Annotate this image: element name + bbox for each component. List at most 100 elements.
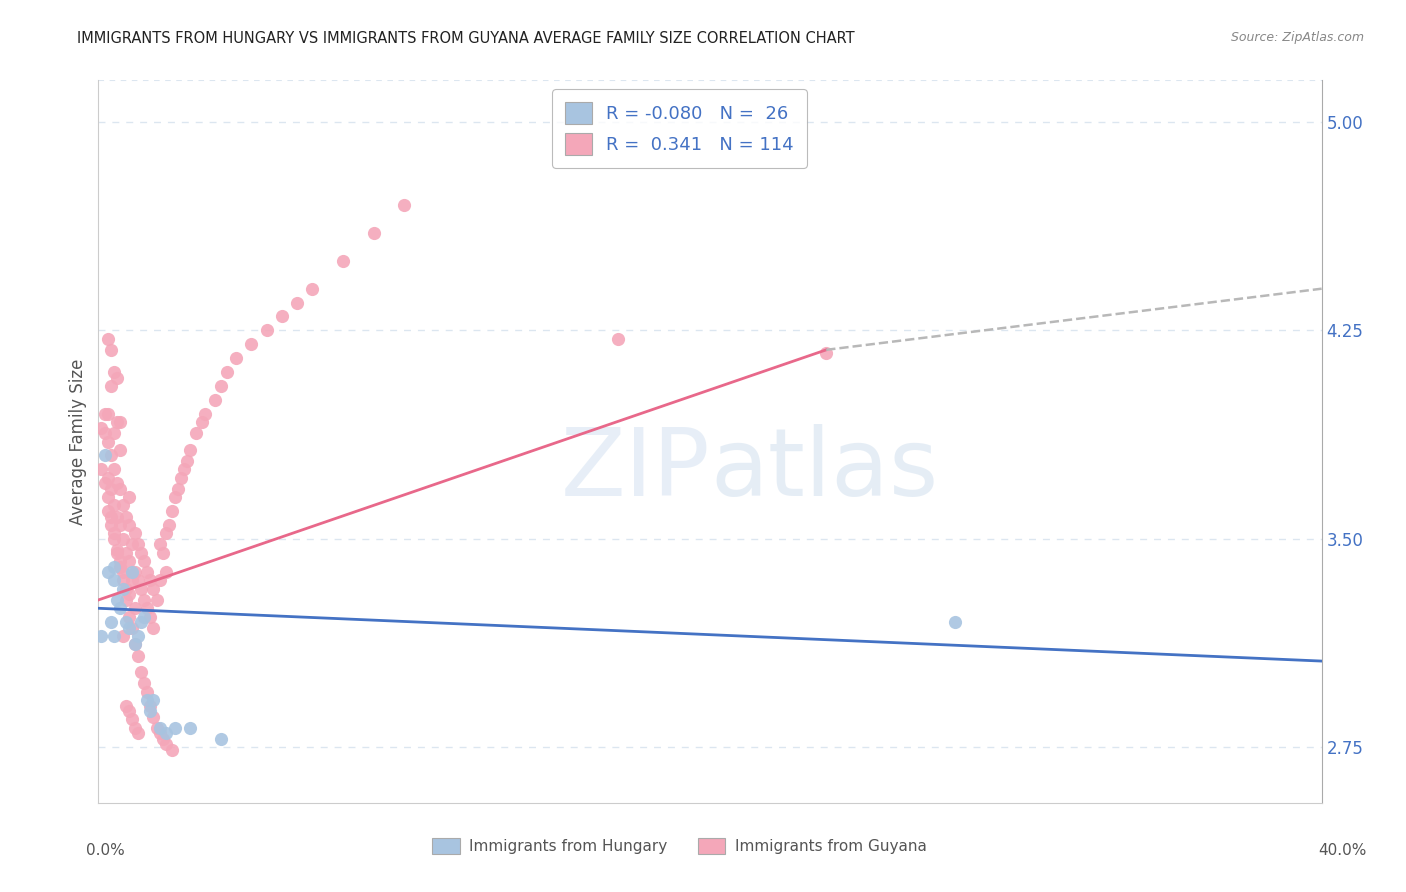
Point xyxy=(118,587,141,601)
Point xyxy=(97,332,120,346)
Point xyxy=(124,601,146,615)
Point xyxy=(270,310,292,324)
Point xyxy=(129,615,152,630)
Point xyxy=(100,482,122,496)
Point xyxy=(170,471,193,485)
Point xyxy=(139,609,162,624)
Point xyxy=(118,554,141,568)
Point xyxy=(160,504,183,518)
Point xyxy=(97,434,120,449)
Point xyxy=(105,546,128,560)
Point xyxy=(100,615,122,630)
Point xyxy=(155,726,177,740)
Point xyxy=(155,526,177,541)
Point xyxy=(97,504,120,518)
Point xyxy=(108,442,131,457)
Point xyxy=(118,517,141,532)
Point xyxy=(139,574,162,588)
Point xyxy=(105,370,128,384)
Point xyxy=(167,482,190,496)
Point xyxy=(108,601,131,615)
Point xyxy=(152,731,174,746)
Point xyxy=(118,609,141,624)
Point xyxy=(142,621,165,635)
Point xyxy=(108,482,131,496)
Point xyxy=(136,693,159,707)
Point xyxy=(111,532,134,546)
Point xyxy=(176,454,198,468)
Point xyxy=(90,420,112,434)
Point xyxy=(108,554,131,568)
Point xyxy=(105,593,128,607)
Point xyxy=(121,565,143,579)
Legend: Immigrants from Hungary, Immigrants from Guyana: Immigrants from Hungary, Immigrants from… xyxy=(426,832,932,860)
Point xyxy=(392,198,416,212)
Point xyxy=(152,546,174,560)
Text: IMMIGRANTS FROM HUNGARY VS IMMIGRANTS FROM GUYANA AVERAGE FAMILY SIZE CORRELATIO: IMMIGRANTS FROM HUNGARY VS IMMIGRANTS FR… xyxy=(77,31,855,46)
Point xyxy=(163,721,186,735)
Point xyxy=(100,379,122,393)
Point xyxy=(149,537,172,551)
Point xyxy=(121,537,143,551)
Point xyxy=(332,254,354,268)
Point xyxy=(157,517,180,532)
Point xyxy=(134,609,156,624)
Point xyxy=(124,637,146,651)
Point xyxy=(103,532,125,546)
Point xyxy=(134,554,156,568)
Point xyxy=(100,449,122,463)
Point xyxy=(121,574,143,588)
Point xyxy=(136,684,159,698)
Point xyxy=(118,704,141,718)
Point xyxy=(100,517,122,532)
Point xyxy=(136,565,159,579)
Point xyxy=(256,323,278,337)
Point xyxy=(160,743,183,757)
Text: 40.0%: 40.0% xyxy=(1319,843,1367,858)
Point xyxy=(142,582,165,596)
Point xyxy=(108,559,131,574)
Point xyxy=(90,462,112,476)
Point xyxy=(363,226,385,240)
Point xyxy=(129,546,152,560)
Point xyxy=(209,731,232,746)
Point xyxy=(103,499,125,513)
Point xyxy=(209,379,232,393)
Point xyxy=(127,648,149,663)
Point xyxy=(115,593,138,607)
Point xyxy=(115,698,138,713)
Point xyxy=(134,593,156,607)
Point xyxy=(105,509,128,524)
Point xyxy=(93,449,115,463)
Point xyxy=(103,559,125,574)
Point xyxy=(163,490,186,504)
Point xyxy=(111,582,134,596)
Point xyxy=(129,665,152,680)
Point xyxy=(111,574,134,588)
Text: Source: ZipAtlas.com: Source: ZipAtlas.com xyxy=(1230,31,1364,45)
Point xyxy=(103,629,125,643)
Point xyxy=(139,704,162,718)
Point xyxy=(145,721,167,735)
Point xyxy=(179,721,201,735)
Point xyxy=(240,337,263,351)
Point xyxy=(149,726,172,740)
Point xyxy=(127,537,149,551)
Point xyxy=(115,509,138,524)
Point xyxy=(607,332,630,346)
Point xyxy=(301,282,323,296)
Point xyxy=(93,426,115,441)
Point xyxy=(191,415,214,429)
Point xyxy=(285,295,308,310)
Point xyxy=(115,546,138,560)
Point xyxy=(149,574,172,588)
Point xyxy=(173,462,195,476)
Point xyxy=(97,490,120,504)
Point xyxy=(179,442,201,457)
Point xyxy=(142,709,165,723)
Point xyxy=(139,698,162,713)
Point xyxy=(134,676,156,690)
Point xyxy=(97,565,120,579)
Point xyxy=(93,407,115,421)
Point xyxy=(108,415,131,429)
